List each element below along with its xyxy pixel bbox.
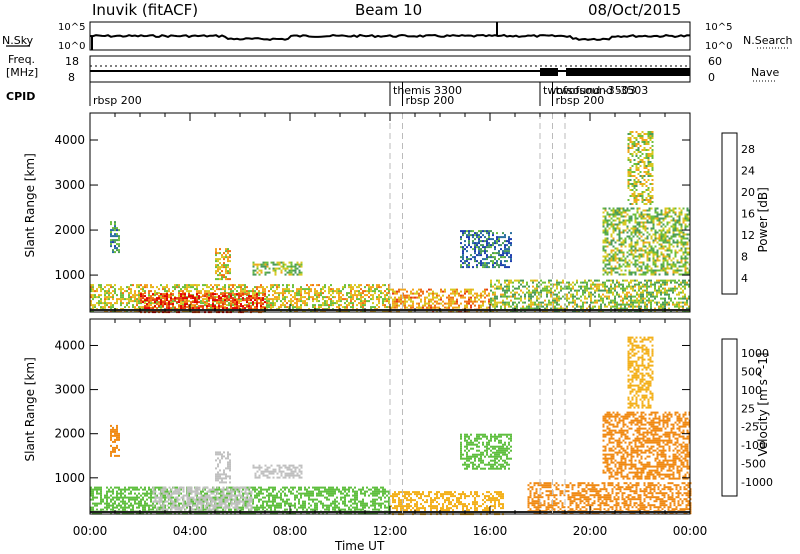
freq-block: [540, 68, 558, 76]
velocity-panel: 1000 2000 3000 4000 Slant Range [km] 1000 500 1…: [23, 318, 773, 516]
range-time-patch: [627, 131, 654, 205]
x-tick-label: 16:00: [473, 524, 508, 538]
colorbar-tick-label: -500: [741, 458, 766, 471]
range-time-patch: [602, 411, 691, 480]
cpid-label: CPID: [6, 90, 35, 103]
x-tick-label: 20:00: [573, 524, 608, 538]
cpid-entry: rbsp 200: [406, 94, 455, 107]
colorbar-tick-label: 4: [741, 272, 748, 285]
panel-frame: [89, 112, 691, 313]
nsky-tick-top: 10^5: [58, 22, 85, 33]
colorbar-tick-label: -1000: [741, 476, 773, 489]
freq-label-1: Freq.: [8, 53, 35, 66]
range-time-patch: [110, 424, 120, 457]
range-time-patch: [602, 207, 691, 276]
range-time-patch: [460, 433, 512, 470]
colorbar-tick-label: -25: [741, 421, 759, 434]
range-time-patch: [490, 279, 690, 312]
x-tick-label: 00:00: [73, 524, 108, 538]
colorbar-frame: [721, 338, 738, 497]
date-title: 08/Oct/2015: [588, 1, 681, 19]
x-tick-label: 00:00: [673, 524, 708, 538]
y-tick-label: 2000: [54, 223, 85, 237]
range-time-patch: [252, 464, 303, 479]
range-time-patch: [460, 230, 512, 269]
nave-tick-bottom: 0: [708, 71, 715, 84]
nave-tick-top: 60: [708, 55, 722, 68]
colorbar-tick-label: 28: [741, 143, 755, 156]
freq-tick-bottom: 8: [68, 71, 75, 84]
nsearch-label: N.Search: [743, 34, 793, 47]
y-tick-label: 1000: [54, 268, 85, 282]
y-tick-label: 3000: [54, 383, 85, 397]
cpid-entry: rbsp 200: [93, 94, 142, 107]
x-tick-label: 08:00: [273, 524, 308, 538]
y-tick-label: 4000: [54, 133, 85, 147]
y-axis-label: Slant Range [km]: [23, 153, 37, 257]
range-time-patch: [252, 261, 303, 276]
y-axis-label: Slant Range [km]: [23, 357, 37, 461]
colorbar-tick-label: 8: [741, 250, 748, 263]
y-tick-label: 4000: [54, 338, 85, 352]
cpid-entry: twofsound -3503: [543, 84, 636, 97]
station-title: Inuvik (fitACF): [92, 1, 198, 19]
nsky-tick-bottom: 10^0: [58, 41, 85, 52]
colorbar-tick-label: 20: [741, 186, 755, 199]
cpid-entry: themis 3300: [393, 84, 462, 97]
nsky-label: N.Sky: [2, 34, 34, 47]
colorbar-tick-label: 25: [741, 402, 755, 415]
colorbar-label: Power [dB]: [756, 187, 770, 252]
colorbar-tick-label: 16: [741, 208, 755, 221]
time-axis-label: Time UT: [334, 539, 385, 553]
beam-title: Beam 10: [355, 1, 422, 19]
y-tick-label: 2000: [54, 427, 85, 441]
colorbar-tick-label: 24: [741, 165, 755, 178]
x-tick-label: 04:00: [173, 524, 208, 538]
cpid-entry: twofsound -3503: [556, 84, 649, 97]
range-time-patch: [627, 336, 654, 409]
y-tick-label: 1000: [54, 471, 85, 485]
colorbar-tick-label: -100: [741, 439, 766, 452]
cpid-entry: rbsp 200: [556, 94, 605, 107]
freq-block: [566, 68, 690, 76]
colorbar-frame: [721, 132, 738, 295]
colorbar-tick-label: 100: [741, 384, 762, 397]
colorbar-tick-label: 1000: [741, 347, 769, 360]
range-time-patch: [215, 451, 231, 484]
power-panel: 1000 2000 3000 4000 Slant Range [km] 28 24 20 16…: [23, 112, 770, 314]
colorbar-tick-label: 12: [741, 229, 755, 242]
nsky-series-line: [89, 33, 691, 41]
nave-label: Nave: [751, 66, 779, 79]
nsearch-tick-top: 10^5: [705, 22, 732, 33]
colorbar-tick-label: 500: [741, 365, 762, 378]
x-tick-label: 12:00: [373, 524, 408, 538]
freq-label-2: [MHz]: [6, 66, 38, 79]
range-time-patch: [215, 248, 231, 281]
y-tick-label: 3000: [54, 178, 85, 192]
range-time-patch: [110, 221, 120, 254]
nsearch-tick-bottom: 10^0: [705, 41, 732, 52]
time-axis: 00:00 04:00 08:00 12:00 16:00 20:00 00:00: [73, 524, 708, 538]
freq-tick-top: 18: [65, 55, 79, 68]
range-time-patch: [152, 486, 253, 511]
colorbar-label: Velocity [m s^-1]: [756, 352, 770, 456]
freq-series: [90, 65, 690, 76]
